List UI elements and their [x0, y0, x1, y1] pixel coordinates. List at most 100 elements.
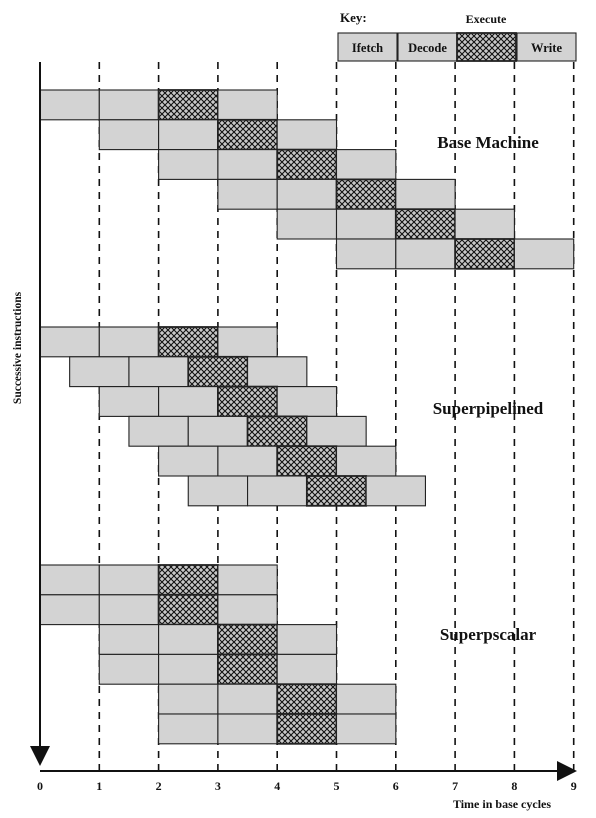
legend-title: Key: [340, 10, 367, 25]
stage-write-block [335, 149, 397, 180]
stage-ifetch-block [128, 415, 189, 447]
section-superpipelined: Superpipelined [39, 326, 544, 507]
stage-execute-block [276, 683, 338, 715]
stage-decode-block [98, 594, 160, 626]
stage-write-block [335, 713, 397, 745]
stage-execute-block [187, 355, 249, 388]
stage-ifetch-block [158, 713, 219, 745]
stage-ifetch-block [98, 119, 160, 151]
section-label: Superpipelined [433, 399, 544, 418]
stage-ifetch-block [217, 178, 278, 210]
stage-decode-block [158, 653, 219, 685]
stage-ifetch-block [187, 475, 249, 507]
stage-execute-block [157, 89, 219, 121]
stage-decode-block [217, 149, 278, 180]
stage-execute-block [454, 238, 516, 270]
stage-write-block [247, 356, 308, 388]
stage-decode-block [98, 89, 160, 121]
stage-write-block [454, 208, 515, 240]
legend-ifetch-label: Ifetch [352, 41, 383, 55]
legend-decode-label: Decode [408, 41, 447, 55]
stage-ifetch-block [39, 326, 100, 358]
x-tick-label: 3 [215, 779, 221, 793]
stage-decode-block [247, 475, 308, 507]
stage-write-block [276, 624, 338, 655]
legend-write-label: Write [531, 41, 562, 55]
stage-execute-block [216, 623, 279, 656]
legend-ifetch-box [337, 32, 398, 62]
stage-ifetch-block [69, 356, 130, 388]
legend-execute-label: Execute [466, 12, 507, 26]
section-base-machine: Base Machine [39, 89, 575, 270]
stage-execute-block [246, 415, 308, 448]
stage-ifetch-block [158, 149, 219, 180]
stage-write-block [276, 119, 338, 151]
stage-decode-block [217, 713, 278, 745]
stage-ifetch-block [98, 653, 160, 685]
x-tick-label: 8 [511, 779, 517, 793]
section-label: Superpscalar [440, 625, 537, 644]
stage-decode-block [158, 119, 219, 151]
x-tick-label: 5 [334, 779, 340, 793]
legend-execute-box [456, 32, 517, 62]
stage-decode-block [187, 415, 249, 447]
x-tick-label: 4 [274, 779, 280, 793]
y-axis-label: Successive instructions [12, 291, 24, 404]
x-tick-label: 1 [96, 779, 102, 793]
stage-write-block [217, 326, 278, 358]
section-label: Base Machine [437, 133, 539, 152]
stage-ifetch-block [39, 89, 100, 121]
x-axis-label: Time in base cycles [453, 797, 551, 811]
stage-execute-block [276, 445, 338, 477]
stage-write-block [217, 564, 278, 596]
x-tick-label: 6 [393, 779, 399, 793]
stage-execute-block [216, 385, 279, 418]
section-superpscalar: Superpscalar [39, 564, 537, 745]
stage-execute-block [276, 148, 338, 181]
stage-decode-block [128, 356, 189, 388]
stage-ifetch-block [98, 386, 160, 417]
x-tick-label: 2 [156, 779, 162, 793]
stage-ifetch-block [39, 594, 100, 626]
stage-decode-block [217, 445, 278, 477]
x-tick-label: 9 [571, 779, 577, 793]
stage-execute-block [157, 564, 219, 596]
stage-ifetch-block [335, 238, 397, 270]
stage-execute-block [216, 118, 279, 151]
stage-write-block [217, 89, 278, 121]
legend: Key: Execute Ifetch Decode Write [337, 10, 577, 62]
stage-execute-block [335, 178, 397, 211]
stage-write-block [395, 178, 456, 210]
stage-decode-block [276, 178, 338, 210]
x-tick-labels: 0 1 2 3 4 5 6 7 8 9 [37, 779, 577, 793]
stage-decode-block [158, 624, 219, 655]
stage-decode-block [335, 208, 397, 240]
stage-write-block [306, 415, 367, 447]
stage-write-block [276, 386, 338, 417]
stage-decode-block [158, 386, 219, 417]
legend-write-box [516, 32, 577, 62]
stage-write-block [276, 653, 338, 685]
stage-ifetch-block [39, 564, 100, 596]
stage-ifetch-block [98, 624, 160, 655]
pipeline-sections: Base Machine Superpipelined Superpscalar [39, 89, 575, 745]
stage-write-block [217, 594, 278, 626]
stage-execute-block [276, 713, 338, 745]
stage-execute-block [394, 208, 456, 240]
stage-ifetch-block [276, 208, 338, 240]
stage-execute-block [216, 653, 279, 686]
stage-write-block [335, 445, 397, 477]
stage-decode-block [217, 683, 278, 715]
x-tick-label: 0 [37, 779, 43, 793]
stage-ifetch-block [158, 445, 219, 477]
stage-write-block [513, 238, 575, 270]
x-tick-label: 7 [452, 779, 458, 793]
stage-execute-block [157, 326, 219, 358]
stage-write-block [335, 683, 397, 715]
stage-decode-block [98, 564, 160, 596]
stage-decode-block [395, 238, 456, 270]
stage-ifetch-block [158, 683, 219, 715]
stage-write-block [365, 475, 426, 507]
legend-decode-box [397, 32, 458, 62]
